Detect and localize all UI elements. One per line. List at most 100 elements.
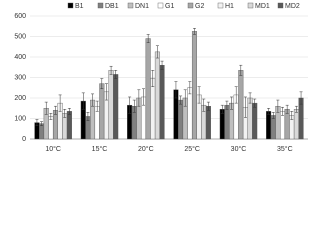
bar bbox=[154, 51, 160, 140]
error-bar bbox=[202, 98, 206, 112]
y-tick-label: 500 bbox=[14, 33, 26, 40]
bar bbox=[266, 111, 272, 140]
legend-label: DB1 bbox=[105, 3, 119, 10]
x-tick-label: 15°C bbox=[92, 145, 108, 153]
x-tick-label: 30°C bbox=[231, 145, 247, 153]
legend-label: B1 bbox=[75, 3, 84, 10]
error-bar bbox=[188, 81, 192, 95]
error-bar bbox=[271, 112, 275, 119]
legend-swatch bbox=[187, 2, 194, 9]
error-bar bbox=[160, 60, 164, 70]
error-bar bbox=[58, 94, 62, 112]
bar bbox=[224, 104, 230, 140]
legend-swatch bbox=[247, 2, 254, 9]
y-tick-label: 200 bbox=[14, 95, 26, 102]
x-tick-label: 35°C bbox=[277, 145, 293, 153]
x-tick-label: 20°C bbox=[138, 145, 154, 153]
error-bar bbox=[114, 70, 118, 79]
error-bar bbox=[294, 105, 298, 113]
bar bbox=[205, 105, 211, 140]
error-bar bbox=[35, 119, 39, 126]
y-tick-label: 0 bbox=[22, 136, 26, 143]
error-bar bbox=[179, 95, 183, 105]
error-bar bbox=[151, 70, 155, 87]
error-bar bbox=[174, 81, 178, 99]
bar bbox=[48, 116, 54, 140]
y-tick-label: 100 bbox=[14, 115, 26, 122]
chart: 0 100 200 300 400 500 600 10°C 15°C 20°C 25°C 30°C 3… bbox=[14, 2, 308, 153]
error-bar bbox=[206, 101, 210, 111]
error-bar bbox=[285, 104, 289, 114]
error-bar bbox=[91, 93, 95, 107]
bar bbox=[108, 70, 114, 140]
bar bbox=[219, 109, 225, 140]
bar bbox=[293, 109, 299, 140]
legend-swatch bbox=[217, 2, 224, 9]
bar bbox=[113, 74, 119, 140]
legend-label: H1 bbox=[225, 3, 234, 10]
bar bbox=[145, 38, 151, 140]
x-tick-label: 10°C bbox=[45, 145, 61, 153]
error-bar bbox=[142, 88, 146, 106]
error-bar bbox=[276, 99, 280, 113]
bar bbox=[270, 115, 276, 140]
bar bbox=[191, 31, 198, 140]
bar bbox=[159, 64, 165, 140]
legend-swatch bbox=[277, 2, 284, 9]
y-tick-label: 400 bbox=[14, 54, 26, 61]
error-bar bbox=[230, 96, 234, 110]
error-bar bbox=[248, 92, 252, 104]
legend-swatch bbox=[127, 2, 134, 9]
bar bbox=[150, 78, 156, 140]
y-tick-label: 300 bbox=[14, 74, 26, 81]
error-bar bbox=[253, 98, 257, 108]
bar bbox=[66, 111, 72, 140]
legend-swatch bbox=[97, 2, 104, 9]
error-bar bbox=[281, 106, 285, 116]
error-bar bbox=[44, 101, 48, 115]
error-bar bbox=[197, 86, 201, 104]
legend-label: G1 bbox=[165, 3, 174, 10]
error-bar bbox=[63, 109, 67, 118]
error-bar bbox=[86, 112, 90, 121]
bar bbox=[238, 70, 244, 140]
x-tick-label: 25°C bbox=[184, 145, 200, 153]
bar bbox=[178, 99, 184, 140]
bar bbox=[247, 97, 253, 140]
legend-label: DN1 bbox=[135, 3, 149, 10]
error-bar bbox=[132, 99, 136, 113]
y-tick-label: 600 bbox=[14, 13, 26, 20]
error-bar bbox=[81, 92, 85, 110]
legend-swatch bbox=[67, 2, 74, 9]
bar bbox=[39, 123, 45, 140]
bar bbox=[187, 87, 193, 140]
error-bar bbox=[109, 65, 113, 75]
error-bar bbox=[243, 96, 247, 118]
error-bar bbox=[267, 108, 271, 115]
bar bbox=[252, 102, 258, 140]
error-bar bbox=[40, 121, 44, 126]
error-bar bbox=[234, 86, 238, 104]
legend-label: MD2 bbox=[285, 3, 300, 10]
error-bar bbox=[104, 83, 108, 101]
error-bar bbox=[225, 100, 229, 110]
legend-label: MD1 bbox=[255, 3, 270, 10]
legend-label: G2 bbox=[195, 3, 204, 10]
error-bar bbox=[239, 64, 243, 76]
bar bbox=[284, 109, 290, 140]
error-bar bbox=[137, 89, 141, 107]
error-bar bbox=[220, 104, 224, 114]
error-bar bbox=[100, 78, 104, 90]
error-bar bbox=[95, 100, 99, 112]
error-bar bbox=[128, 96, 132, 114]
error-bar bbox=[67, 108, 71, 115]
error-bar bbox=[290, 111, 294, 120]
error-bar bbox=[53, 105, 57, 115]
error-bar bbox=[49, 113, 53, 120]
error-bar bbox=[146, 34, 150, 43]
error-bar bbox=[192, 28, 196, 35]
legend-swatch bbox=[157, 2, 164, 9]
error-bar bbox=[183, 89, 187, 107]
error-bar bbox=[299, 91, 303, 105]
bar bbox=[99, 83, 105, 140]
